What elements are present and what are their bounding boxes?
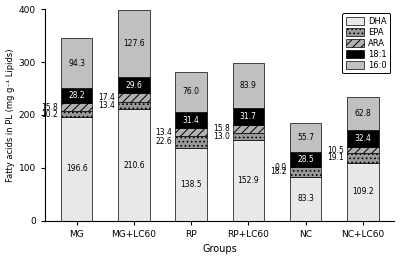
Text: 28.2: 28.2 — [68, 91, 85, 100]
Text: 210.6: 210.6 — [123, 161, 145, 170]
Text: 10.5: 10.5 — [327, 146, 344, 155]
Text: 29.6: 29.6 — [126, 81, 142, 90]
Bar — [118, 77, 150, 93]
Bar — [175, 72, 207, 112]
Text: 55.7: 55.7 — [297, 133, 314, 142]
Text: 138.5: 138.5 — [180, 180, 202, 189]
Text: 94.3: 94.3 — [68, 58, 85, 68]
Bar — [290, 167, 321, 177]
Bar — [233, 108, 264, 125]
Text: 15.8: 15.8 — [213, 124, 230, 133]
Text: 32.4: 32.4 — [354, 134, 371, 143]
Text: 83.9: 83.9 — [240, 81, 257, 90]
X-axis label: Groups: Groups — [202, 244, 237, 255]
Bar — [175, 112, 207, 128]
Text: 31.7: 31.7 — [240, 112, 257, 121]
Legend: DHA, EPA, ARA, 18:1, 16:0: DHA, EPA, ARA, 18:1, 16:0 — [342, 13, 390, 73]
Text: 19.1: 19.1 — [328, 153, 344, 162]
Text: 18.2: 18.2 — [270, 167, 287, 177]
Text: 83.3: 83.3 — [297, 194, 314, 203]
Text: 15.8: 15.8 — [41, 103, 58, 112]
Text: 0.0: 0.0 — [275, 162, 287, 172]
Bar — [61, 103, 92, 111]
Text: 152.9: 152.9 — [238, 176, 259, 185]
Bar — [61, 111, 92, 117]
Text: 31.4: 31.4 — [183, 116, 200, 125]
Bar — [347, 147, 378, 153]
Text: 22.6: 22.6 — [156, 137, 172, 146]
Y-axis label: Fatty acids in PL (mg g⁻¹ Lipids): Fatty acids in PL (mg g⁻¹ Lipids) — [6, 48, 14, 182]
Text: 127.6: 127.6 — [123, 39, 145, 48]
Bar — [347, 153, 378, 163]
Bar — [347, 97, 378, 130]
Bar — [175, 128, 207, 135]
Bar — [118, 10, 150, 77]
Bar — [290, 122, 321, 152]
Bar — [290, 152, 321, 167]
Text: 13.0: 13.0 — [213, 132, 230, 141]
Bar — [118, 109, 150, 221]
Text: 109.2: 109.2 — [352, 187, 374, 197]
Bar — [61, 38, 92, 88]
Bar — [118, 93, 150, 102]
Text: 196.6: 196.6 — [66, 164, 88, 173]
Text: 76.0: 76.0 — [183, 87, 200, 96]
Bar — [175, 147, 207, 221]
Text: 13.4: 13.4 — [98, 101, 115, 110]
Bar — [290, 177, 321, 221]
Bar — [347, 130, 378, 147]
Bar — [233, 125, 264, 133]
Bar — [233, 133, 264, 140]
Text: 17.4: 17.4 — [98, 93, 115, 102]
Text: 10.2: 10.2 — [41, 109, 58, 119]
Text: 13.4: 13.4 — [156, 127, 172, 136]
Bar — [61, 117, 92, 221]
Text: 28.5: 28.5 — [297, 155, 314, 164]
Bar — [233, 140, 264, 221]
Bar — [175, 135, 207, 147]
Bar — [233, 63, 264, 108]
Text: 62.8: 62.8 — [354, 109, 371, 118]
Bar — [118, 102, 150, 109]
Bar — [347, 163, 378, 221]
Bar — [61, 88, 92, 103]
